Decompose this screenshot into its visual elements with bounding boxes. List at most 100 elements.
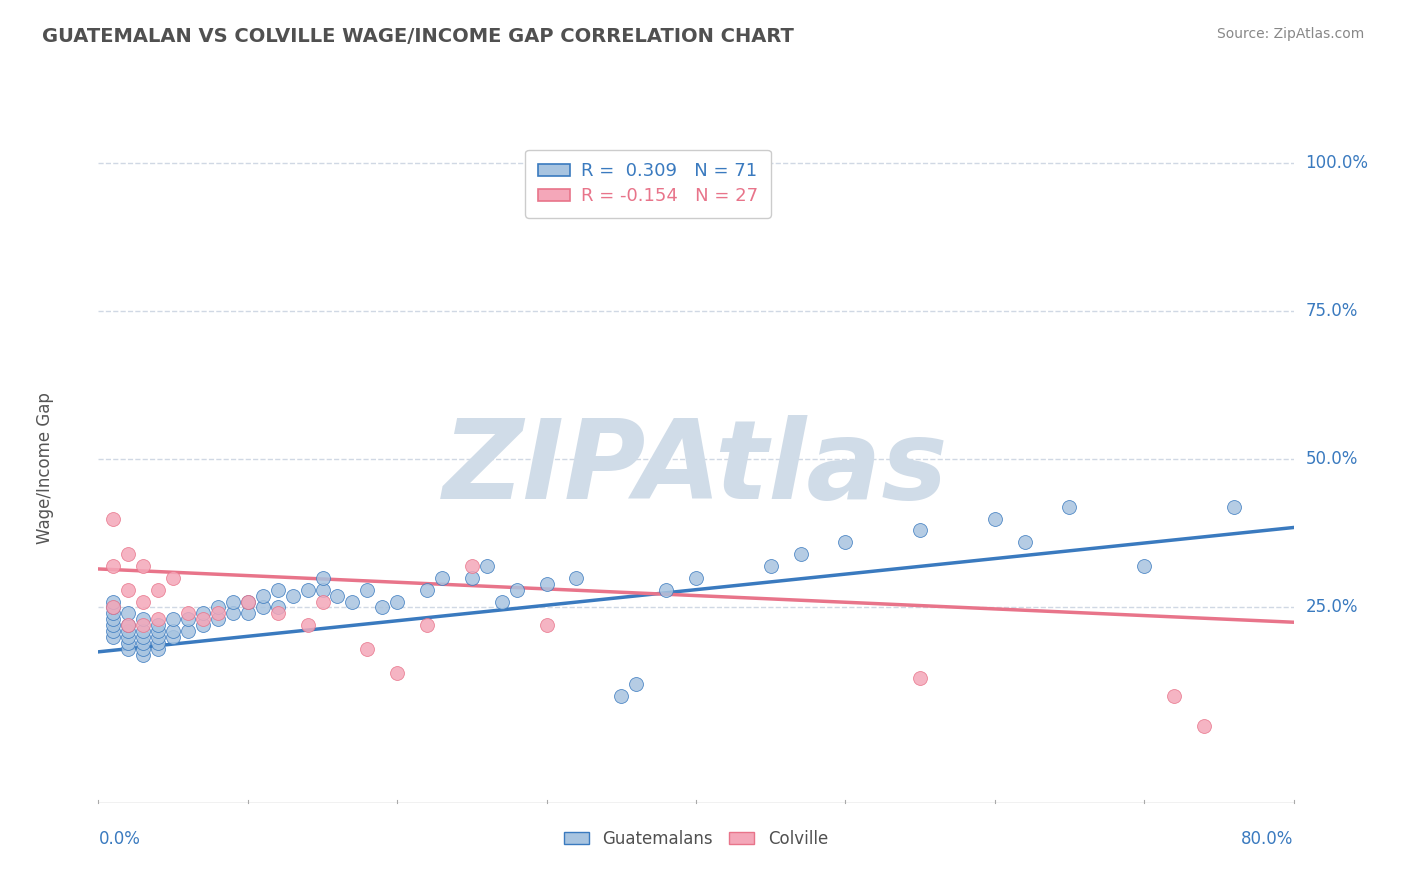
Text: ZIPAtlas: ZIPAtlas bbox=[443, 415, 949, 522]
Text: 75.0%: 75.0% bbox=[1305, 302, 1358, 320]
Point bbox=[311, 594, 333, 608]
Point bbox=[342, 594, 364, 608]
Text: 0.0%: 0.0% bbox=[98, 830, 141, 847]
Point bbox=[475, 559, 498, 574]
Point bbox=[236, 607, 259, 621]
Point bbox=[252, 600, 274, 615]
Point bbox=[117, 630, 139, 644]
Point bbox=[624, 677, 647, 691]
Point bbox=[385, 665, 409, 680]
Point bbox=[565, 571, 588, 585]
Point bbox=[148, 612, 170, 626]
Point bbox=[222, 594, 245, 608]
Point bbox=[132, 641, 155, 656]
Point bbox=[117, 624, 139, 639]
Legend: Guatemalans, Colville: Guatemalans, Colville bbox=[557, 823, 835, 855]
Point bbox=[759, 559, 782, 574]
Point bbox=[148, 630, 170, 644]
Point bbox=[1192, 719, 1215, 733]
Point bbox=[908, 672, 931, 686]
Point bbox=[506, 582, 529, 597]
Point bbox=[1133, 559, 1156, 574]
Point bbox=[326, 589, 349, 603]
Point bbox=[162, 624, 184, 639]
Point bbox=[162, 612, 184, 626]
Point bbox=[685, 571, 707, 585]
Point bbox=[148, 641, 170, 656]
Point bbox=[610, 690, 633, 704]
Point bbox=[297, 618, 319, 632]
Point bbox=[416, 618, 439, 632]
Point bbox=[162, 571, 184, 585]
Point bbox=[191, 618, 214, 632]
Point bbox=[177, 612, 200, 626]
Point bbox=[983, 511, 1005, 525]
Point bbox=[103, 618, 125, 632]
Point bbox=[148, 624, 170, 639]
Point bbox=[103, 511, 125, 525]
Point bbox=[1059, 500, 1081, 514]
Text: Source: ZipAtlas.com: Source: ZipAtlas.com bbox=[1216, 27, 1364, 41]
Point bbox=[207, 607, 229, 621]
Point bbox=[834, 535, 856, 549]
Point bbox=[385, 594, 409, 608]
Point bbox=[191, 607, 214, 621]
Point bbox=[207, 612, 229, 626]
Point bbox=[461, 571, 484, 585]
Point bbox=[281, 589, 304, 603]
Point bbox=[311, 571, 333, 585]
Text: 25.0%: 25.0% bbox=[1305, 599, 1358, 616]
Point bbox=[1014, 535, 1036, 549]
Point bbox=[371, 600, 394, 615]
Point bbox=[789, 547, 811, 561]
Point bbox=[177, 624, 200, 639]
Point bbox=[103, 624, 125, 639]
Point bbox=[416, 582, 439, 597]
Point bbox=[236, 594, 259, 608]
Point bbox=[148, 582, 170, 597]
Text: 80.0%: 80.0% bbox=[1241, 830, 1294, 847]
Point bbox=[430, 571, 453, 585]
Point bbox=[1223, 500, 1246, 514]
Text: Wage/Income Gap: Wage/Income Gap bbox=[35, 392, 53, 544]
Point bbox=[191, 612, 214, 626]
Point bbox=[267, 600, 290, 615]
Point bbox=[132, 594, 155, 608]
Point bbox=[132, 636, 155, 650]
Point bbox=[252, 589, 274, 603]
Point bbox=[356, 641, 378, 656]
Point bbox=[117, 618, 139, 632]
Point bbox=[207, 600, 229, 615]
Point bbox=[117, 636, 139, 650]
Point bbox=[297, 582, 319, 597]
Point bbox=[356, 582, 378, 597]
Text: GUATEMALAN VS COLVILLE WAGE/INCOME GAP CORRELATION CHART: GUATEMALAN VS COLVILLE WAGE/INCOME GAP C… bbox=[42, 27, 794, 45]
Point bbox=[461, 559, 484, 574]
Point bbox=[103, 600, 125, 615]
Point bbox=[103, 607, 125, 621]
Point bbox=[536, 618, 558, 632]
Point bbox=[236, 594, 259, 608]
Text: 50.0%: 50.0% bbox=[1305, 450, 1358, 468]
Point bbox=[132, 648, 155, 662]
Point bbox=[311, 582, 333, 597]
Text: 100.0%: 100.0% bbox=[1305, 154, 1368, 172]
Point bbox=[162, 630, 184, 644]
Point bbox=[908, 524, 931, 538]
Point bbox=[103, 594, 125, 608]
Point bbox=[117, 582, 139, 597]
Point bbox=[132, 624, 155, 639]
Point bbox=[491, 594, 513, 608]
Point bbox=[117, 641, 139, 656]
Point bbox=[103, 559, 125, 574]
Point bbox=[132, 612, 155, 626]
Point bbox=[267, 607, 290, 621]
Point bbox=[148, 636, 170, 650]
Point bbox=[117, 607, 139, 621]
Point bbox=[132, 559, 155, 574]
Point bbox=[103, 630, 125, 644]
Point bbox=[655, 582, 678, 597]
Point bbox=[132, 630, 155, 644]
Point bbox=[103, 600, 125, 615]
Point bbox=[1163, 690, 1185, 704]
